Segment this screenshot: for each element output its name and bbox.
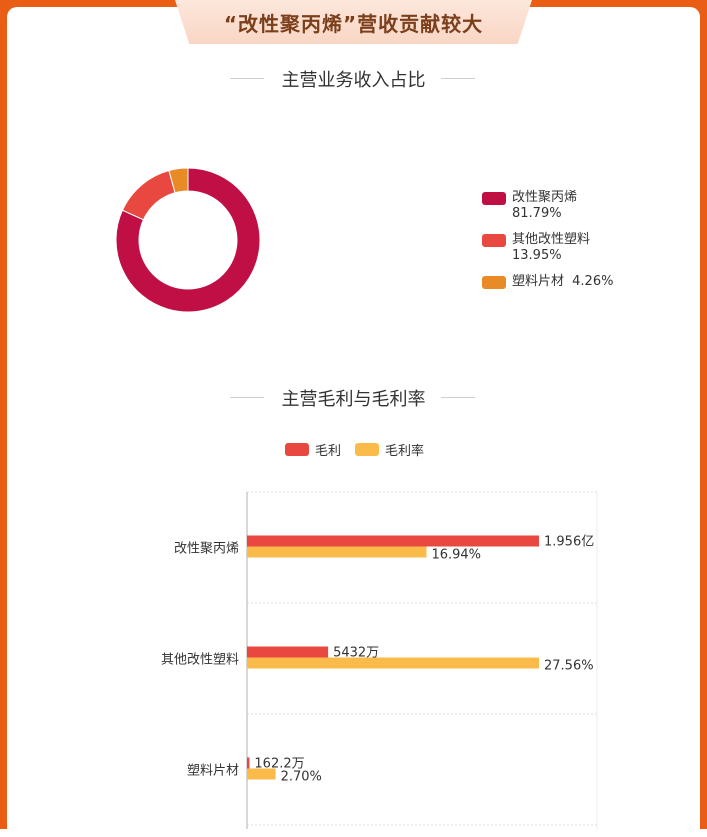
donut-legend-item: 改性聚丙烯 81.79% [482, 190, 577, 222]
donut-slice [168, 167, 189, 194]
donut-slice [115, 167, 261, 313]
title-divider-right [441, 78, 475, 79]
legend-swatch [355, 443, 379, 456]
category-label: 其他改性塑料 [161, 653, 239, 668]
legend-label: 毛利率 [385, 444, 425, 459]
legend-label: 塑料片材 [512, 274, 565, 289]
donut-legend-item: 塑料片材 4.26% [482, 274, 613, 290]
donut-legend-item: 其他改性塑料 13.95% [482, 232, 590, 264]
bar-chart-title: 主营毛利与毛利率 [281, 389, 426, 410]
data-label: 16.94% [431, 548, 481, 563]
category-label: 改性聚丙烯 [174, 542, 239, 557]
legend-swatch [482, 192, 506, 205]
legend-label: 其他改性塑料 [512, 232, 591, 247]
data-label: 5432万 [333, 646, 379, 661]
title-divider-right [441, 397, 475, 398]
title-divider-left [230, 78, 264, 79]
bar-gross-margin [247, 657, 539, 669]
bar-gross-margin [247, 768, 276, 780]
donut-chart-title: 主营业务收入占比 [281, 70, 426, 91]
donut-chart [115, 167, 261, 313]
banner: “改性聚丙烯”营收贡献较大 [175, 0, 532, 44]
data-label: 27.56% [544, 659, 594, 674]
legend-swatch [482, 234, 506, 247]
legend-swatch [482, 276, 506, 289]
legend-label: 毛利 [315, 444, 342, 459]
legend-swatch [285, 443, 309, 456]
data-label: 162.2万 [254, 757, 304, 772]
bar-gross-profit [247, 646, 329, 658]
bar-gross-profit [247, 535, 539, 547]
legend-value: 81.79% [512, 206, 562, 221]
bar-legend-item: 毛利 [285, 440, 341, 459]
legend-value: 13.95% [512, 248, 562, 263]
banner-title: “改性聚丙烯”营收贡献较大 [223, 11, 484, 36]
bar-chart: 改性聚丙烯 1.956亿 16.94% 其他改性塑料 5432万 27.56% 塑料片材 16… [161, 491, 598, 829]
content-card [7, 7, 700, 837]
data-label: 2.70% [281, 770, 322, 785]
legend-label: 改性聚丙烯 [512, 190, 578, 205]
data-label: 1.956亿 [544, 535, 594, 550]
bar-gross-profit [247, 757, 250, 769]
legend-value: 4.26% [572, 274, 614, 289]
category-label: 塑料片材 [187, 764, 239, 779]
bar-gross-margin [247, 546, 427, 558]
donut-slice [121, 169, 176, 221]
title-divider-left [230, 397, 264, 398]
bar-legend-item: 毛利率 [355, 440, 424, 459]
